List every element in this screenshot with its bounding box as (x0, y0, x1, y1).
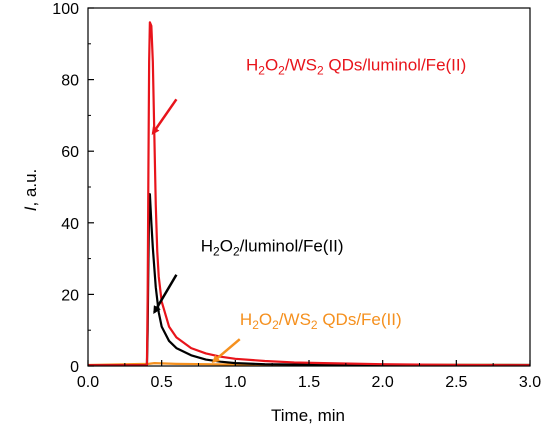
series-annotation-2: H2O2/WS2 QDs/Fe(II) (240, 310, 402, 332)
y-tick-label: 100 (52, 1, 79, 18)
x-tick-label: 1.5 (298, 374, 320, 391)
y-axis-title-italic: I (21, 206, 40, 211)
x-axis-title: Time, min (271, 406, 345, 425)
y-axis-title-rest: , a.u. (21, 169, 40, 207)
y-tick-label: 20 (61, 287, 79, 304)
annotation-arrow-0 (151, 98, 178, 135)
series-annotation-0: H2O2/WS2 QDs/luminol/Fe(II) (246, 56, 466, 78)
x-tick-label: 0.0 (77, 374, 99, 391)
annotation-layer: H2O2/WS2 QDs/luminol/Fe(II) H2O2/luminol/… (151, 56, 466, 363)
y-tick-label: 80 (61, 73, 79, 90)
y-tick-label: 60 (61, 144, 79, 161)
x-tick-label: 2.5 (445, 374, 467, 391)
series-line-1 (88, 193, 530, 367)
x-tick-label: 0.5 (151, 374, 173, 391)
x-tick-label: 2.0 (372, 374, 394, 391)
x-tick-label: 1.0 (224, 374, 246, 391)
series-annotation-1: H2O2/luminol/Fe(II) (201, 236, 344, 258)
y-axis-title: I, a.u. (21, 169, 40, 212)
axes-layer: 0.0 0.5 1.0 1.5 2.0 2.5 3.0 0 20 40 60 80 100 (52, 1, 541, 391)
x-tick-label: 3.0 (519, 374, 541, 391)
y-tick-label: 40 (61, 216, 79, 233)
annotation-arrow-1 (153, 274, 178, 315)
y-tick-label: 0 (70, 359, 79, 376)
annotation-arrow-2 (211, 338, 241, 363)
